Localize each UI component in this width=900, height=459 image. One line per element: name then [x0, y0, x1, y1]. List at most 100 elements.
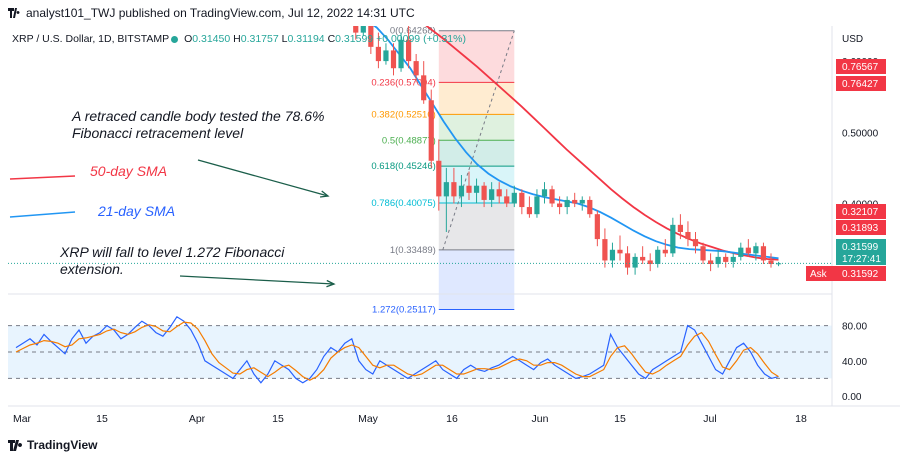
osc-tick-label: 0.00 [842, 392, 862, 403]
stoch-k-line [15, 315, 779, 384]
tradingview-footer-icon [8, 440, 23, 452]
fib-band [438, 202, 515, 250]
candle-body [489, 189, 495, 200]
candle-body [375, 46, 381, 62]
time-tick-label: Apr [189, 413, 206, 425]
candle-body [526, 207, 532, 215]
time-tick-label: 18 [795, 413, 807, 425]
fib-label: 0(0.64268) [390, 26, 436, 37]
candle-body [700, 246, 706, 261]
candle-body [368, 26, 374, 47]
candle-body [504, 196, 510, 204]
annotation-fall: XRP will fall to level 1.272 Fibonacci e… [60, 244, 285, 277]
publish-bar: analyst101_TWJ published on TradingView.… [0, 0, 900, 26]
candle-body [708, 260, 714, 265]
candle-body [692, 239, 699, 247]
time-tick-label: 15 [614, 413, 626, 425]
fib-label: 0.5(0.48877) [382, 135, 436, 146]
candle-body [677, 224, 683, 232]
stoch-d-line [15, 321, 779, 381]
fib-band [438, 114, 515, 141]
fib-label: 1(0.33489) [390, 245, 436, 256]
candle-body [760, 246, 767, 261]
price-label-box [836, 220, 886, 235]
time-tick-label: Jun [532, 413, 549, 425]
price-label-box [806, 266, 886, 281]
candle-body [572, 199, 578, 204]
annotation-retrace: A retraced candle body tested the 78.6% … [72, 108, 325, 141]
time-tick-label: Mar [13, 413, 32, 425]
countdown-label: 17:27:41 [842, 254, 881, 265]
tradingview-logo-icon [8, 1, 22, 27]
time-tick-label: May [358, 413, 379, 425]
fib-label: 0.382(0.52510) [371, 109, 435, 120]
time-tick-label: 16 [446, 413, 458, 425]
candle-body [723, 256, 729, 262]
price-label-box [836, 239, 886, 265]
oscillator-pane [8, 315, 832, 384]
candle-body [579, 199, 585, 204]
chart[interactable]: 0(0.64268) 0.236(0.57004) 0.382(0.52510) 0.… [0, 26, 900, 434]
price-label: 0.31893 [842, 223, 879, 234]
symbol-legend: XRP / U.S. Dollar, 1D, BITSTAMP O0.31450… [12, 33, 466, 45]
annotation-arrow-retrace [197, 159, 329, 197]
price-label-box [836, 76, 886, 91]
annotation-sma50: 50-day SMA [90, 163, 168, 179]
ask-label: Ask [810, 269, 828, 280]
candle-body [640, 256, 646, 261]
candle-body [541, 189, 548, 197]
time-tick-label: 15 [272, 413, 284, 425]
fib-band [438, 82, 515, 115]
annotation-arrow-fall [179, 275, 335, 285]
fib-label: 0.236(0.57004) [371, 77, 435, 88]
price-label-box [836, 59, 886, 74]
osc-tick-label: 80.00 [842, 322, 867, 333]
annotation-sma21: 21-day SMA [98, 203, 176, 219]
candle-body [587, 199, 593, 215]
high-value: 0.31757 [240, 33, 279, 45]
candle-body [436, 160, 442, 197]
publisher-text: analyst101_TWJ published on TradingView.… [26, 6, 415, 20]
candle-body [534, 196, 540, 215]
price-label-box [836, 204, 886, 219]
annotation-arrow-fall-head [326, 279, 336, 288]
fib-label: 0.786(0.40075) [371, 198, 435, 209]
fib-label: 1.272(0.25117) [372, 304, 436, 315]
candle-body [496, 189, 502, 197]
axes: USD0.400000.500000.600000.765670.764270.… [8, 26, 900, 425]
candle-body [466, 185, 472, 193]
candle-body [557, 203, 563, 208]
candle-body [602, 239, 608, 261]
price-label: 0.76427 [842, 79, 879, 90]
fib-trendline [442, 30, 515, 251]
candle-body [685, 231, 691, 240]
price-label: 0.31599 [842, 242, 879, 253]
candle-body [398, 39, 404, 69]
candle-body [730, 256, 736, 262]
candle-body [670, 224, 676, 254]
candle-body [443, 182, 449, 197]
candle-body [428, 100, 434, 161]
fib-band [438, 249, 515, 310]
time-tick-label: 15 [96, 413, 108, 425]
candle-body [647, 260, 653, 265]
market-status-icon [171, 35, 179, 43]
change-value: +0.00099 (+0.31%) [376, 33, 466, 45]
close-value: 0.31599 [335, 33, 374, 45]
candle-body [617, 249, 623, 254]
currency-label: USD [842, 34, 863, 45]
candle-body [353, 26, 359, 33]
candle-body [768, 260, 774, 265]
candle-body [473, 185, 480, 193]
low-value: 0.31194 [287, 33, 325, 45]
symbol-name: XRP / U.S. Dollar, 1D, BITSTAMP [12, 33, 170, 45]
fib-label: 0.618(0.45246) [371, 161, 435, 172]
annotation-arrow-retrace-head [319, 190, 330, 198]
footer-brand: TradingView [8, 436, 97, 454]
candle-body [519, 192, 525, 208]
candle-body [632, 256, 638, 268]
candle-body [662, 249, 668, 254]
candle-body [390, 50, 397, 69]
candle-body [360, 26, 366, 33]
candle-body [655, 249, 661, 265]
